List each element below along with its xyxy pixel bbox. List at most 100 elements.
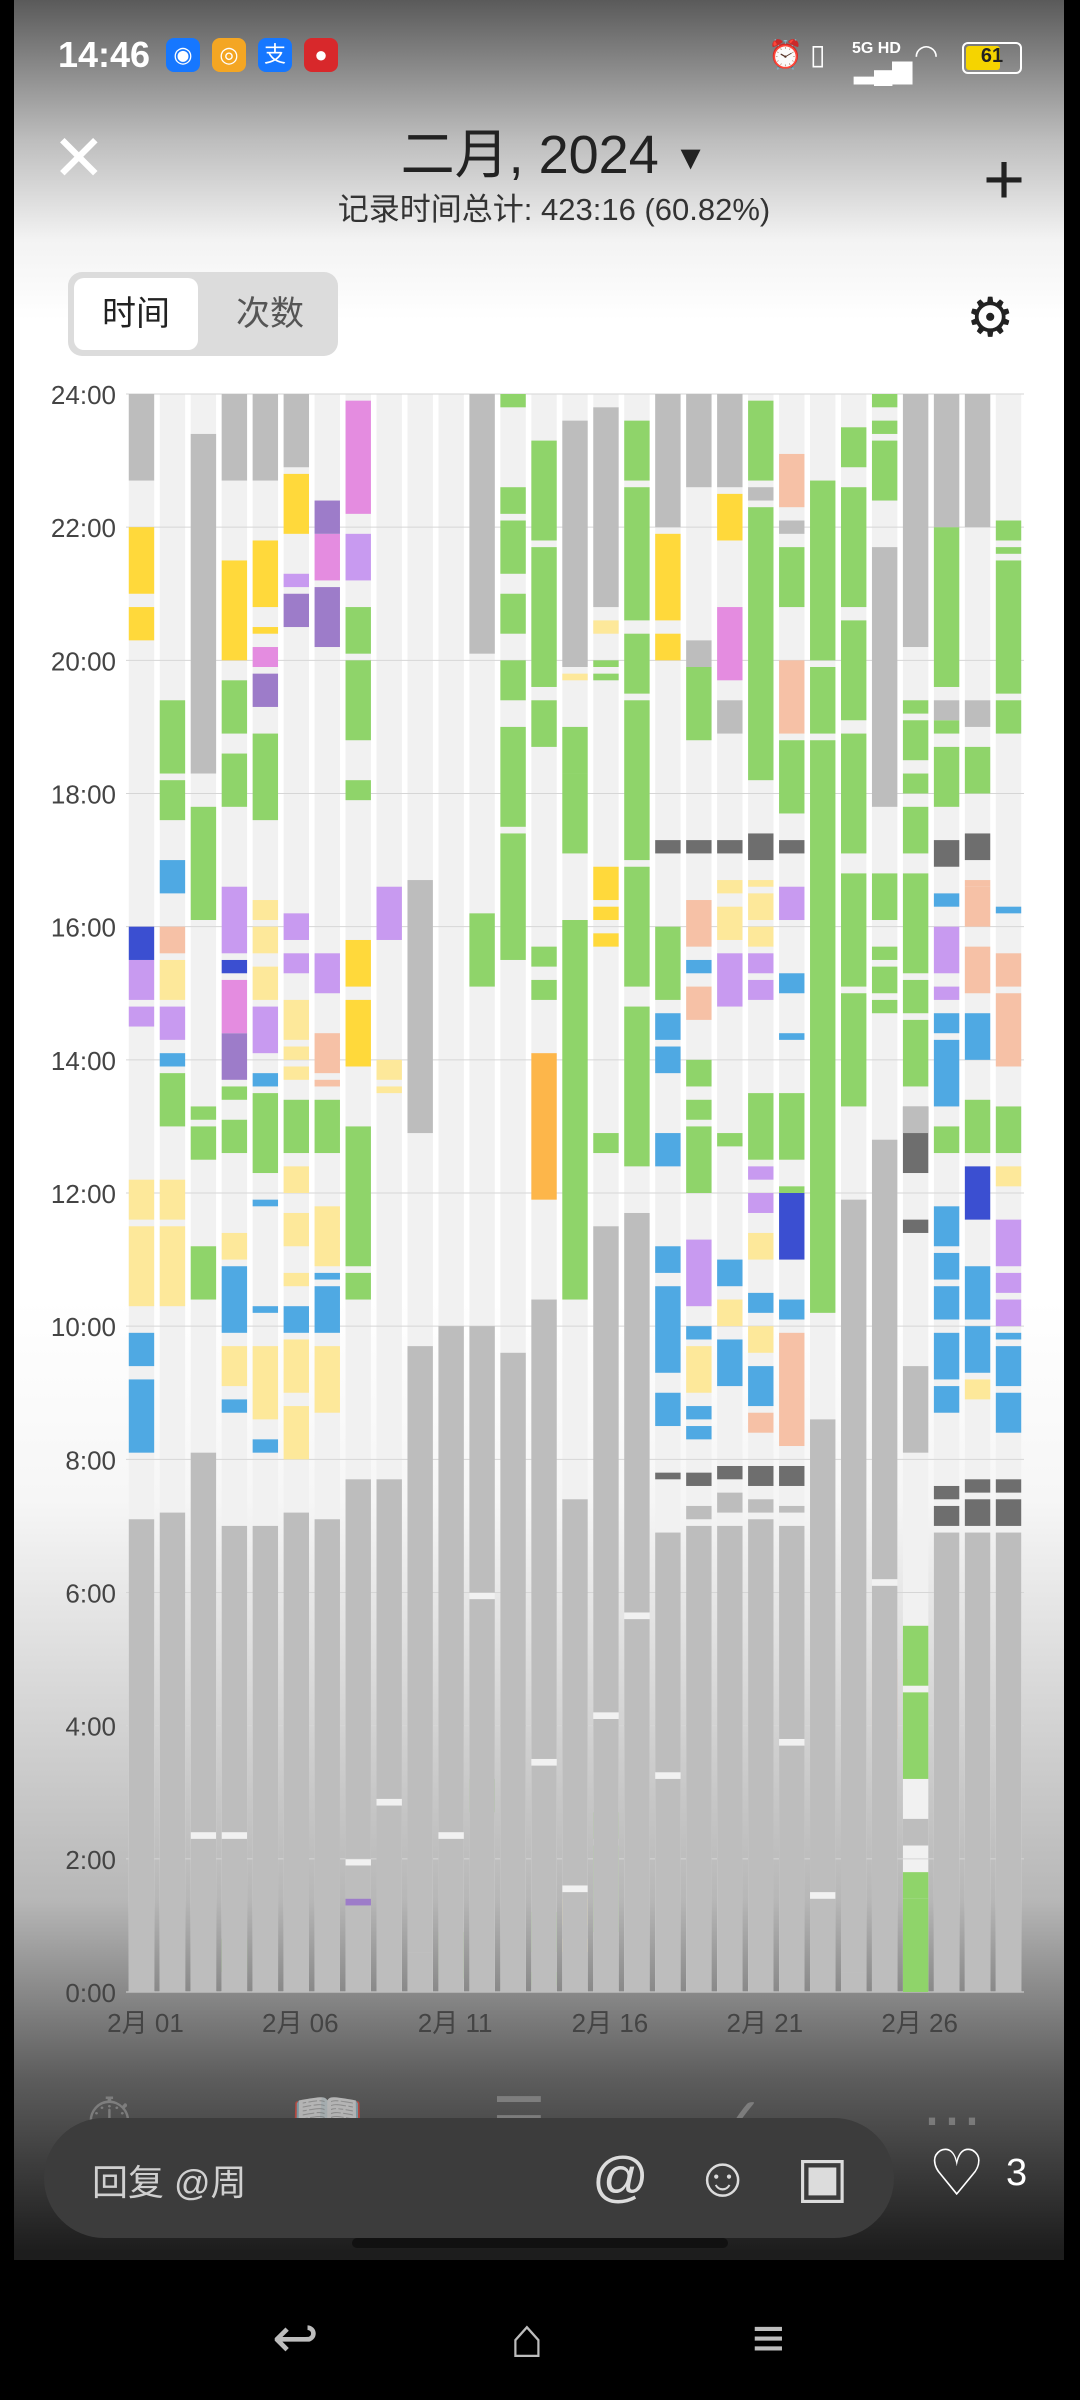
time-segment[interactable] xyxy=(159,1179,186,1220)
time-segment[interactable] xyxy=(252,1073,279,1087)
time-segment[interactable] xyxy=(190,806,217,921)
time-segment[interactable] xyxy=(933,840,960,867)
time-segment[interactable] xyxy=(128,607,155,641)
time-segment[interactable] xyxy=(748,1412,774,1433)
time-segment[interactable] xyxy=(995,700,1022,734)
heart-icon[interactable]: ♡ xyxy=(928,2137,986,2209)
time-segment[interactable] xyxy=(221,979,248,1034)
time-segment[interactable] xyxy=(902,1818,929,1846)
time-segment[interactable] xyxy=(779,453,805,508)
time-segment[interactable] xyxy=(686,959,712,974)
time-segment[interactable] xyxy=(283,1166,310,1193)
time-segment[interactable] xyxy=(500,726,526,827)
time-segment[interactable] xyxy=(128,394,155,481)
time-segment[interactable] xyxy=(717,1492,743,1513)
time-segment[interactable] xyxy=(779,1332,805,1447)
time-segment[interactable] xyxy=(840,620,867,721)
time-segment[interactable] xyxy=(314,953,340,994)
time-segment[interactable] xyxy=(655,1133,681,1167)
time-segment[interactable] xyxy=(655,1046,681,1074)
time-segment[interactable] xyxy=(964,1266,991,1320)
time-segment[interactable] xyxy=(159,780,186,821)
time-segment[interactable] xyxy=(345,533,371,581)
time-segment[interactable] xyxy=(221,753,248,807)
time-segment[interactable] xyxy=(779,520,805,534)
time-segment[interactable] xyxy=(902,394,929,648)
time-segment[interactable] xyxy=(655,633,681,661)
time-segment[interactable] xyxy=(840,1972,867,1992)
time-segment[interactable] xyxy=(531,946,557,967)
time-segment[interactable] xyxy=(902,806,929,854)
time-segment[interactable] xyxy=(717,840,743,854)
time-segment[interactable] xyxy=(748,1465,774,1486)
time-segment[interactable] xyxy=(995,1332,1022,1340)
time-segment[interactable] xyxy=(283,593,310,628)
time-segment[interactable] xyxy=(933,1485,960,1500)
time-segment[interactable] xyxy=(252,966,279,1000)
time-segment[interactable] xyxy=(159,1006,186,1040)
time-segment[interactable] xyxy=(252,647,279,667)
time-segment[interactable] xyxy=(562,726,588,774)
time-segment[interactable] xyxy=(840,993,867,1107)
time-segment[interactable] xyxy=(871,966,898,994)
time-segment[interactable] xyxy=(128,959,155,1000)
time-segment[interactable] xyxy=(717,1259,743,1287)
time-segment[interactable] xyxy=(531,547,557,687)
time-segment[interactable] xyxy=(655,1472,681,1480)
time-segment[interactable] xyxy=(128,1226,155,1307)
time-segment[interactable] xyxy=(995,1106,1022,1154)
time-segment[interactable] xyxy=(283,953,310,974)
time-segment[interactable] xyxy=(314,1079,340,1087)
time-segment[interactable] xyxy=(964,1532,991,1992)
time-segment[interactable] xyxy=(686,1059,712,1087)
time-segment[interactable] xyxy=(283,573,310,588)
time-segment[interactable] xyxy=(748,979,774,1000)
time-segment[interactable] xyxy=(252,926,279,954)
time-segment[interactable] xyxy=(624,866,650,987)
time-segment[interactable] xyxy=(964,746,991,794)
time-segment[interactable] xyxy=(345,1272,371,1300)
time-segment[interactable] xyxy=(748,1093,774,1160)
time-segment[interactable] xyxy=(902,1019,929,1087)
time-segment[interactable] xyxy=(779,1525,805,1739)
time-segment[interactable] xyxy=(902,1872,929,1899)
time-segment[interactable] xyxy=(376,1086,402,1094)
time-segment[interactable] xyxy=(871,420,898,434)
time-segment[interactable] xyxy=(376,886,402,940)
time-segment[interactable] xyxy=(995,906,1022,914)
image-icon[interactable]: ▣ xyxy=(796,2145,849,2208)
time-segment[interactable] xyxy=(593,933,619,947)
time-segment[interactable] xyxy=(871,946,898,960)
time-segment[interactable] xyxy=(252,733,279,821)
time-segment[interactable] xyxy=(995,1166,1022,1187)
time-segment[interactable] xyxy=(902,1106,929,1134)
time-segment[interactable] xyxy=(779,886,805,921)
time-segment[interactable] xyxy=(159,860,186,894)
time-segment[interactable] xyxy=(995,1499,1022,1526)
time-segment[interactable] xyxy=(779,740,805,814)
time-segment[interactable] xyxy=(933,1332,960,1380)
time-segment[interactable] xyxy=(748,487,774,501)
time-segment[interactable] xyxy=(717,953,743,1007)
time-segment[interactable] xyxy=(871,873,898,921)
time-segment[interactable] xyxy=(964,1499,991,1526)
time-segment[interactable] xyxy=(748,507,774,781)
time-segment[interactable] xyxy=(593,1133,619,1154)
time-segment[interactable] xyxy=(500,487,526,514)
time-segment[interactable] xyxy=(252,540,279,608)
time-segment[interactable] xyxy=(283,1512,310,1992)
time-segment[interactable] xyxy=(252,1525,279,1992)
time-segment[interactable] xyxy=(902,873,929,974)
menu-icon[interactable]: ≡ xyxy=(752,2306,785,2369)
time-segment[interactable] xyxy=(500,593,526,634)
time-segment[interactable] xyxy=(779,1505,805,1513)
time-segment[interactable] xyxy=(221,1033,248,1080)
time-segment[interactable] xyxy=(840,427,867,468)
time-segment[interactable] xyxy=(748,1499,774,1513)
time-segment[interactable] xyxy=(562,420,588,667)
time-segment[interactable] xyxy=(252,900,279,921)
time-segment[interactable] xyxy=(655,1013,681,1040)
time-segment[interactable] xyxy=(283,1339,310,1393)
time-segment[interactable] xyxy=(995,1479,1022,1493)
time-segment[interactable] xyxy=(314,1206,340,1267)
